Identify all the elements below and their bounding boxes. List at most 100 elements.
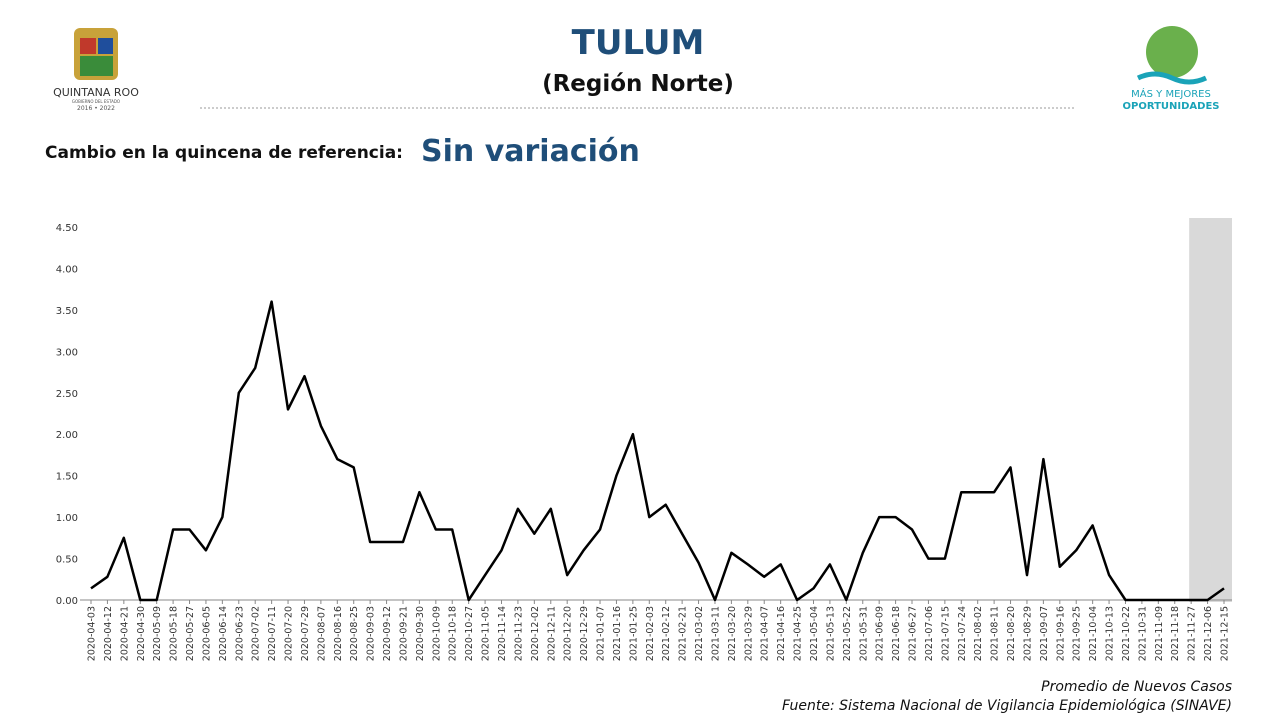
x-tick-label: 2020-09-03 — [366, 606, 377, 661]
x-tick-label: 2020-10-18 — [448, 606, 459, 661]
x-tick-label: 2020-12-20 — [563, 606, 574, 661]
subtitle: (Región Norte) — [542, 71, 734, 97]
x-tick-label: 2021-09-25 — [1072, 606, 1083, 661]
x-tick-label: 2020-06-14 — [218, 606, 229, 661]
subtitle-label: Cambio en la quincena de referencia: — [45, 143, 403, 163]
x-tick-label: 2020-08-16 — [333, 606, 344, 661]
logo-text: GOBIERNO DEL ESTADO — [72, 99, 120, 104]
x-tick-label: 2020-06-05 — [201, 606, 212, 661]
x-tick-label: 2020-05-27 — [185, 606, 196, 661]
x-tick-label: 2021-03-11 — [710, 606, 721, 661]
x-tick-label: 2020-10-27 — [464, 606, 475, 661]
x-tick-label: 2020-07-20 — [284, 606, 295, 661]
x-tick-label: 2020-05-18 — [169, 606, 180, 661]
x-tick-label: 2020-12-29 — [579, 606, 590, 661]
x-tick-label: 2020-08-07 — [316, 606, 327, 661]
y-tick-label: 0.50 — [56, 555, 78, 566]
y-tick-label: 4.00 — [56, 264, 78, 275]
x-tick-label: 2020-12-11 — [546, 606, 557, 661]
x-tick-label: 2021-01-16 — [612, 606, 623, 661]
y-tick-label: 1.00 — [56, 513, 78, 524]
x-tick-label: 2021-03-02 — [694, 606, 705, 661]
x-tick-label: 2021-05-31 — [858, 606, 869, 661]
shield-part — [80, 38, 96, 54]
x-tick-label: 2021-08-02 — [973, 606, 984, 661]
x-tick-label: 2021-11-09 — [1154, 606, 1165, 661]
x-tick-label: 2020-04-21 — [119, 606, 130, 661]
x-tick-label: 2021-12-15 — [1220, 606, 1231, 661]
x-tick-label: 2020-04-30 — [136, 606, 147, 661]
x-tick-label: 2021-07-24 — [957, 606, 968, 661]
x-tick-label: 2021-11-27 — [1187, 606, 1198, 661]
y-tick-label: 0.00 — [56, 596, 78, 607]
x-tick-label: 2020-11-23 — [513, 606, 524, 661]
x-tick-label: 2021-10-04 — [1088, 606, 1099, 661]
x-tick-label: 2021-03-29 — [743, 606, 754, 661]
y-tick-label: 2.00 — [56, 430, 78, 441]
x-tick-label: 2021-09-16 — [1055, 606, 1066, 661]
x-tick-label: 2020-11-05 — [481, 606, 492, 661]
x-tick-label: 2020-12-02 — [530, 606, 541, 661]
x-tick-label: 2020-07-29 — [300, 606, 311, 661]
x-tick-label: 2020-09-12 — [382, 606, 393, 661]
x-tick-label: 2021-04-07 — [760, 606, 771, 661]
y-tick-label: 3.00 — [56, 347, 78, 358]
x-tick-label: 2021-08-20 — [1006, 606, 1017, 661]
y-tick-label: 1.50 — [56, 472, 78, 483]
x-tick-label: 2021-06-27 — [908, 606, 919, 661]
logo-text: MÁS Y MEJORES — [1131, 87, 1211, 100]
subtitle-value: Sin variación — [421, 134, 640, 169]
x-tick-label: 2020-10-09 — [431, 606, 442, 661]
x-tick-label: 2020-09-30 — [415, 606, 426, 661]
x-tick-label: 2021-04-25 — [793, 606, 804, 661]
x-tick-label: 2020-07-02 — [251, 606, 262, 661]
x-tick-label: 2020-04-12 — [103, 606, 114, 661]
x-tick-label: 2021-05-13 — [825, 606, 836, 661]
tree — [1146, 26, 1198, 78]
logo-text: 2016 • 2022 — [77, 105, 115, 112]
x-tick-label: 2020-07-11 — [267, 606, 278, 661]
x-tick-label: 2021-04-16 — [776, 606, 787, 661]
x-tick-label: 2021-05-22 — [842, 606, 853, 661]
x-tick-label: 2021-07-15 — [940, 606, 951, 661]
x-tick-label: 2020-09-21 — [398, 606, 409, 661]
x-tick-label: 2021-01-07 — [596, 606, 607, 661]
logo-left: QUINTANA ROO GOBIERNO DEL ESTADO 2016 • … — [53, 28, 139, 112]
x-tick-label: 2021-03-20 — [727, 606, 738, 661]
x-tick-label: 2021-08-11 — [990, 606, 1001, 661]
x-tick-label: 2021-10-31 — [1137, 606, 1148, 661]
x-tick-label: 2020-11-14 — [497, 606, 508, 661]
logo-right: MÁS Y MEJORES OPORTUNIDADES — [1123, 26, 1220, 112]
logo-text: OPORTUNIDADES — [1123, 101, 1220, 112]
x-tick-label: 2021-02-12 — [661, 606, 672, 661]
title: TULUM — [572, 23, 705, 63]
x-tick-label: 2021-02-03 — [645, 606, 656, 661]
x-tick-label: 2021-09-07 — [1039, 606, 1050, 661]
legend-entry: Promedio de Nuevos Casos — [1041, 679, 1232, 695]
x-tick-label: 2021-05-04 — [809, 606, 820, 661]
x-tick-label: 2021-12-06 — [1203, 606, 1214, 661]
shield-part — [80, 56, 113, 76]
x-tick-label: 2020-08-25 — [349, 606, 360, 661]
y-tick-label: 3.50 — [56, 306, 78, 317]
x-tick-label: 2021-02-21 — [678, 606, 689, 661]
wave — [1136, 71, 1208, 85]
x-tick-label: 2020-04-03 — [87, 606, 98, 661]
x-tick-label: 2021-07-06 — [924, 606, 935, 661]
y-tick-label: 2.50 — [56, 389, 78, 400]
plot: 0.00 0.50 1.00 1.50 2.00 2.50 3.00 3.50 4.00 4.50… — [56, 218, 1232, 661]
source: Fuente: Sistema Nacional de Vigilancia E… — [782, 698, 1232, 714]
x-tick-label: 2021-10-22 — [1121, 606, 1132, 661]
x-tick-label: 2020-06-23 — [234, 606, 245, 661]
x-tick-label: 2021-11-18 — [1170, 606, 1181, 661]
logo-text: QUINTANA ROO — [53, 86, 139, 99]
x-tick-label: 2021-08-29 — [1022, 606, 1033, 661]
x-tick-label: 2021-01-25 — [628, 606, 639, 661]
x-tick-label: 2020-05-09 — [152, 606, 163, 661]
y-tick-label: 4.50 — [56, 223, 78, 234]
x-tick-label: 2021-10-13 — [1105, 606, 1116, 661]
shield-part — [98, 38, 113, 54]
line — [90, 300, 1225, 602]
x-tick-label: 2021-06-18 — [891, 606, 902, 661]
